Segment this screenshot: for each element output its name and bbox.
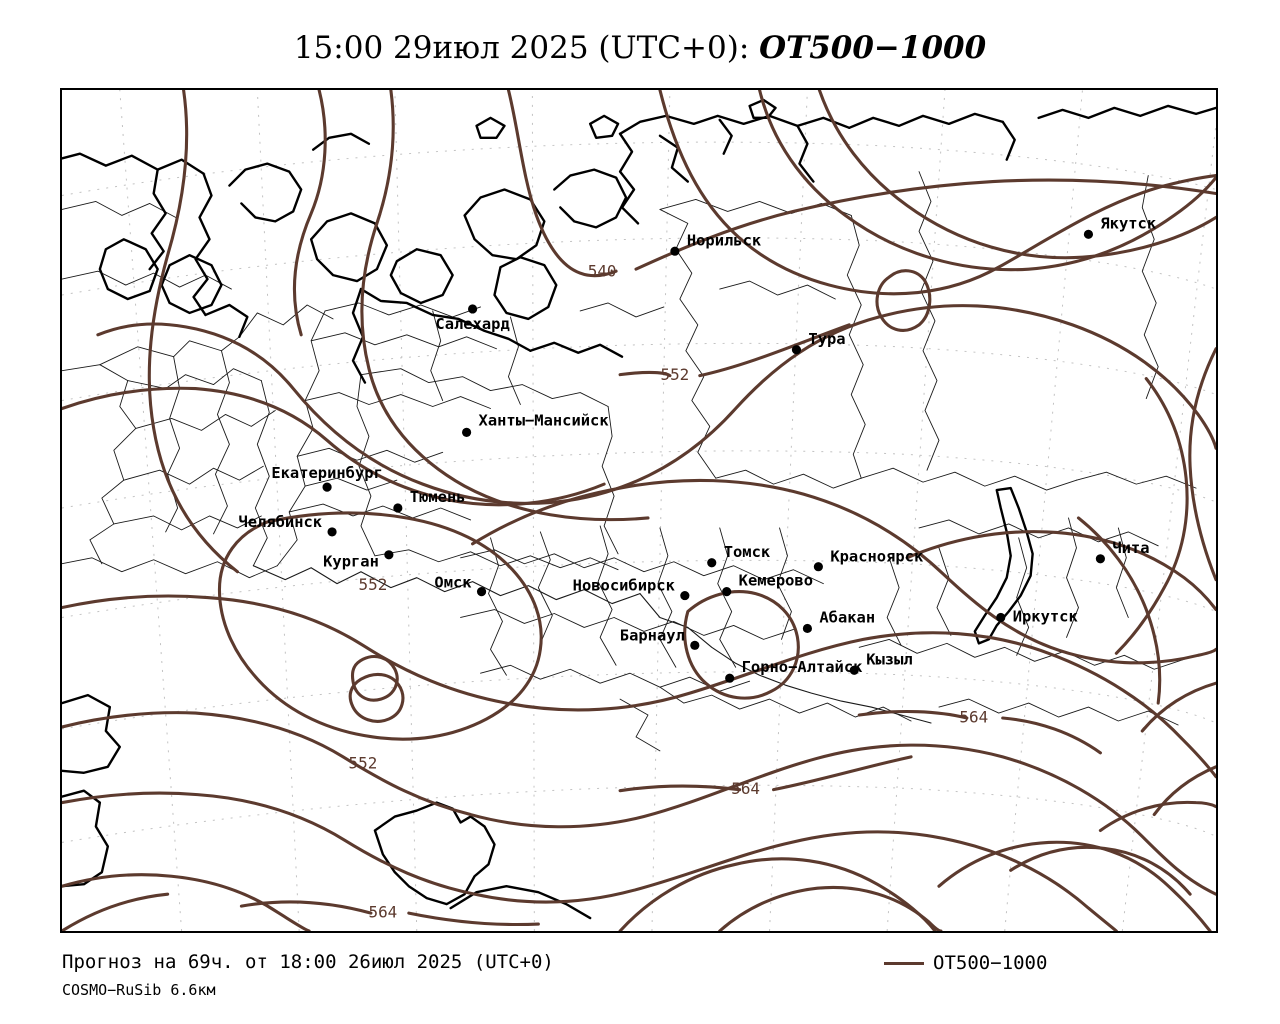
contour-value-label: 552 (349, 753, 378, 772)
city-dot-icon (813, 562, 823, 572)
legend-label: ОТ500−1000 (933, 952, 1048, 974)
footer: Прогноз на 69ч. от 18:00 26июл 2025 (UTC… (62, 948, 882, 1004)
legend-line-swatch (884, 961, 924, 965)
city-label: Новосибирск (573, 577, 676, 595)
contour-value-label: 564 (959, 708, 988, 727)
city-marker: Ханты−Мансийск (462, 411, 609, 437)
contour-value-label: 552 (359, 575, 388, 594)
city-dot-icon (791, 345, 802, 355)
contour-labels-layer: 540 552 552 552 564 564 564 (349, 262, 989, 922)
city-label: Тюмень (410, 488, 466, 506)
contour-value-label: 564 (368, 903, 397, 922)
contour-540-left (506, 90, 618, 278)
admin-borders-layer (62, 171, 1197, 752)
city-dot-icon (707, 558, 717, 568)
city-dot-icon (384, 550, 394, 560)
contour-540-right (634, 178, 1216, 271)
city-marker: Якутск (1083, 214, 1157, 239)
city-marker: Тура (791, 330, 846, 355)
city-marker: Салехард (435, 304, 510, 333)
city-dot-icon (327, 527, 337, 537)
city-label: Чита (1112, 539, 1149, 557)
contour-552-ridge (217, 511, 543, 741)
city-marker: Абакан (802, 608, 875, 634)
city-marker: Тюмень (393, 488, 466, 513)
city-dot-icon (725, 673, 735, 683)
city-dot-icon (670, 246, 680, 256)
forecast-info: Прогноз на 69ч. от 18:00 26июл 2025 (UTC… (62, 951, 554, 973)
city-dot-icon (1095, 554, 1105, 564)
city-marker: Барнаул (620, 626, 700, 650)
city-label: Якутск (1100, 214, 1156, 232)
city-label: Омск (434, 574, 472, 592)
city-marker: Кызыл (849, 650, 913, 675)
city-marker: Кемерово (722, 572, 813, 597)
graticule-layer (62, 90, 1216, 931)
map-canvas[interactable]: 540 552 552 552 564 564 564 Якутск Норильск Сале… (60, 88, 1218, 933)
title-field-name: ОТ500−1000 (759, 30, 987, 66)
city-label: Горно−Алтайск (742, 658, 863, 676)
city-dot-icon (722, 587, 732, 597)
city-dot-icon (467, 304, 478, 314)
city-label: Кызыл (866, 650, 912, 668)
contour-layer (62, 90, 1216, 931)
map-svg: 540 552 552 552 564 564 564 Якутск Норильск Сале… (62, 90, 1216, 931)
coastline-layer (62, 98, 1216, 920)
city-dot-icon (476, 587, 487, 597)
city-dot-icon (996, 612, 1006, 623)
city-marker: Омск (434, 574, 487, 597)
city-label: Томск (724, 543, 771, 561)
city-label: Курган (323, 553, 379, 571)
city-label: Кемерово (739, 572, 813, 590)
city-label: Челябинск (238, 513, 322, 531)
city-dot-icon (462, 427, 472, 437)
city-label: Барнаул (620, 626, 685, 644)
city-dot-icon (680, 591, 690, 601)
contour-value-label: 540 (588, 262, 617, 281)
city-layer: Якутск Норильск Салехард Тура Ханты−Мансийск… (238, 214, 1157, 683)
city-marker: Красноярск (813, 548, 924, 572)
city-dot-icon (393, 503, 403, 513)
page-title: 15:00 29июл 2025 (UTC+0): ОТ500−1000 (0, 30, 1280, 66)
city-label: Ханты−Мансийск (479, 411, 610, 429)
contour-value-label: 564 (731, 779, 760, 798)
city-marker: Новосибирск (573, 577, 690, 601)
city-label: Тура (808, 330, 845, 348)
city-label: Салехард (435, 315, 509, 333)
city-dot-icon (802, 623, 813, 634)
city-marker: Курган (323, 550, 394, 571)
city-marker: Иркутск (996, 607, 1078, 625)
legend: ОТ500−1000 (884, 952, 1047, 974)
city-dot-icon (322, 482, 332, 492)
contour-552-main (96, 304, 1216, 505)
city-dot-icon (1083, 229, 1094, 239)
city-marker: Норильск (670, 231, 762, 256)
contour-value-label: 552 (660, 365, 689, 384)
city-label: Красноярск (830, 548, 924, 566)
city-label: Екатеринбург (271, 464, 382, 482)
model-info: COSMO−RuSib 6.6км (62, 981, 216, 999)
city-marker: Екатеринбург (271, 464, 383, 492)
city-dot-icon (849, 665, 859, 675)
city-marker: Томск (707, 543, 771, 568)
city-marker: Чита (1095, 539, 1150, 564)
city-marker: Горно−Алтайск (725, 658, 863, 683)
city-label: Норильск (687, 231, 762, 249)
city-dot-icon (690, 640, 700, 650)
city-marker: Челябинск (238, 513, 337, 537)
title-timestamp: 15:00 29июл 2025 (UTC+0): (293, 30, 760, 66)
city-label: Абакан (819, 608, 875, 626)
city-label: Иркутск (1013, 607, 1079, 625)
